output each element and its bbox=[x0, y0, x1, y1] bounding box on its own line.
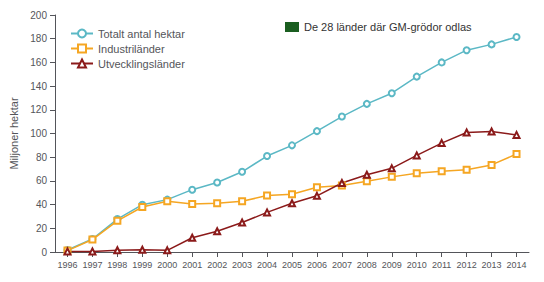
svg-text:De 28 länder där GM-grödor odl: De 28 länder där GM-grödor odlas bbox=[304, 21, 472, 33]
svg-text:100: 100 bbox=[30, 128, 47, 139]
svg-text:2010: 2010 bbox=[407, 260, 427, 270]
svg-text:2009: 2009 bbox=[382, 260, 402, 270]
svg-text:2012: 2012 bbox=[457, 260, 477, 270]
svg-text:1996: 1996 bbox=[57, 260, 77, 270]
svg-text:140: 140 bbox=[30, 81, 47, 92]
svg-text:0: 0 bbox=[41, 247, 47, 258]
svg-text:Utvecklingsländer: Utvecklingsländer bbox=[98, 58, 185, 70]
svg-text:1999: 1999 bbox=[132, 260, 152, 270]
svg-text:1998: 1998 bbox=[107, 260, 127, 270]
svg-text:2003: 2003 bbox=[232, 260, 252, 270]
svg-text:20: 20 bbox=[36, 223, 48, 234]
svg-text:2013: 2013 bbox=[482, 260, 502, 270]
svg-text:2007: 2007 bbox=[332, 260, 352, 270]
svg-text:Industriländer: Industriländer bbox=[98, 43, 165, 55]
svg-text:80: 80 bbox=[36, 152, 48, 163]
svg-text:2002: 2002 bbox=[207, 260, 227, 270]
svg-text:40: 40 bbox=[36, 199, 48, 210]
svg-text:120: 120 bbox=[30, 104, 47, 115]
svg-text:2000: 2000 bbox=[157, 260, 177, 270]
svg-text:2011: 2011 bbox=[432, 260, 451, 270]
svg-text:180: 180 bbox=[30, 33, 47, 44]
svg-text:160: 160 bbox=[30, 57, 47, 68]
svg-text:Miljoner hektar: Miljoner hektar bbox=[8, 97, 20, 169]
svg-text:2008: 2008 bbox=[357, 260, 377, 270]
svg-text:2006: 2006 bbox=[307, 260, 327, 270]
svg-text:200: 200 bbox=[30, 10, 47, 21]
svg-text:2014: 2014 bbox=[507, 260, 527, 270]
svg-text:2005: 2005 bbox=[282, 260, 302, 270]
svg-text:1997: 1997 bbox=[82, 260, 102, 270]
svg-text:Totalt antal hektar: Totalt antal hektar bbox=[98, 28, 185, 40]
svg-text:60: 60 bbox=[36, 175, 48, 186]
svg-text:2004: 2004 bbox=[257, 260, 277, 270]
svg-text:2001: 2001 bbox=[182, 260, 202, 270]
